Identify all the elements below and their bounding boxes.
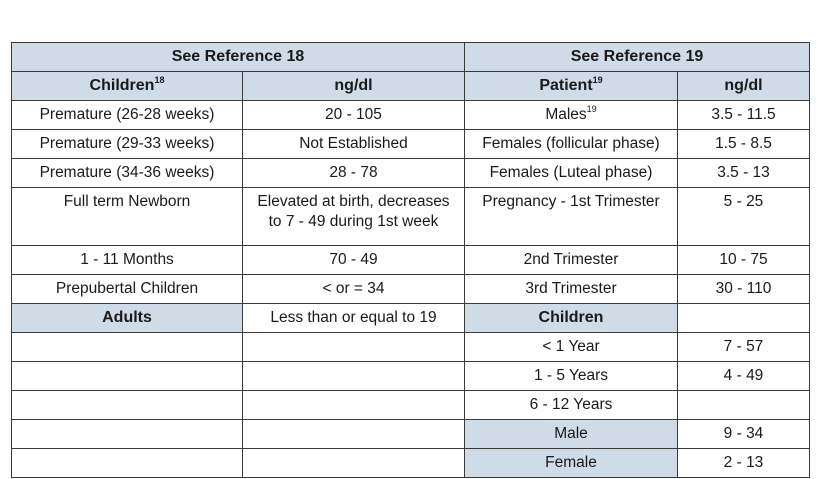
table-row: Adults Less than or equal to 19 Children (11, 303, 810, 333)
ref18-value-cell: 28 - 78 (242, 158, 465, 188)
children-column-header: Children18 (11, 71, 243, 101)
empty-cell (242, 390, 465, 420)
patient-column-header: Patient19 (464, 71, 678, 101)
ref19-value-cell: 3.5 - 13 (677, 158, 810, 188)
ref18-unit-header: ng/dl (242, 71, 465, 101)
table-row: < 1 Year 7 - 57 (11, 332, 810, 362)
ref19-label-cell: 2nd Trimester (464, 245, 678, 275)
children-header-label: Children (89, 77, 155, 94)
ref19-value-cell: 9 - 34 (677, 419, 810, 449)
ref18-value-cell: 20 - 105 (242, 100, 465, 130)
newborn-value-line-1: Elevated at birth, decreases (257, 193, 450, 210)
table-row: Female 2 - 13 (11, 448, 810, 478)
ref19-value-cell: 2 - 13 (677, 448, 810, 478)
ref19-value-cell (677, 303, 810, 333)
ref19-unit-header: ng/dl (677, 71, 810, 101)
empty-cell (11, 332, 243, 362)
reference-ranges-table: See Reference 18 See Reference 19 Childr… (11, 42, 810, 478)
empty-cell (242, 419, 465, 449)
ref18-value-cell: Less than or equal to 19 (242, 303, 465, 333)
ref18-label-cell: 1 - 11 Months (11, 245, 243, 275)
table-row: Full term Newborn Elevated at birth, dec… (11, 187, 810, 246)
empty-cell (242, 332, 465, 362)
empty-cell (11, 419, 243, 449)
ref19-value-cell: 30 - 110 (677, 274, 810, 304)
ref18-label-cell: Premature (26-28 weeks) (11, 100, 243, 130)
empty-cell (242, 448, 465, 478)
males-footnote: 19 (586, 103, 597, 114)
ref19-value-cell: 3.5 - 11.5 (677, 100, 810, 130)
ref19-value-cell (677, 390, 810, 420)
empty-cell (242, 361, 465, 391)
ref18-label-cell: Prepubertal Children (11, 274, 243, 304)
ref19-value-cell: 10 - 75 (677, 245, 810, 275)
ref19-label-cell: Males19 (464, 100, 678, 130)
ref18-label-cell: Full term Newborn (11, 187, 243, 246)
table-row: 1 - 5 Years 4 - 49 (11, 361, 810, 391)
reference-table-container: See Reference 18 See Reference 19 Childr… (11, 42, 810, 478)
patient-header-footnote: 19 (592, 74, 603, 85)
ref19-label-cell: Females (follicular phase) (464, 129, 678, 159)
ref18-label-cell: Premature (29-33 weeks) (11, 129, 243, 159)
ref19-label-cell: 1 - 5 Years (464, 361, 678, 391)
ref18-value-cell: Elevated at birth, decreases to 7 - 49 du… (242, 187, 465, 246)
ref19-label-cell: Male (464, 419, 678, 449)
ref19-label-cell: 3rd Trimester (464, 274, 678, 304)
ref19-value-cell: 4 - 49 (677, 361, 810, 391)
ref18-value-cell: 70 - 49 (242, 245, 465, 275)
ref19-label-cell: Pregnancy - 1st Trimester (464, 187, 678, 246)
patient-header-label: Patient (539, 77, 593, 94)
column-header-row: Children18 ng/dl Patient19 ng/dl (11, 71, 810, 101)
ref19-label-cell: Female (464, 448, 678, 478)
ref19-label-cell: 6 - 12 Years (464, 390, 678, 420)
ref19-value-cell: 1.5 - 8.5 (677, 129, 810, 159)
empty-cell (11, 448, 243, 478)
table-title-row: See Reference 18 See Reference 19 (11, 42, 810, 72)
table-row: Premature (26-28 weeks) 20 - 105 Males19… (11, 100, 810, 130)
males-label: Males (545, 106, 587, 123)
empty-cell (11, 361, 243, 391)
children-header-footnote: 18 (154, 74, 165, 85)
table-row: Premature (34-36 weeks) 28 - 78 Females … (11, 158, 810, 188)
ref19-label-cell: < 1 Year (464, 332, 678, 362)
empty-cell (11, 390, 243, 420)
table-row: 6 - 12 Years (11, 390, 810, 420)
reference-18-title: See Reference 18 (11, 42, 465, 72)
ref18-value-cell: < or = 34 (242, 274, 465, 304)
ref19-value-cell: 7 - 57 (677, 332, 810, 362)
newborn-value-line-2: to 7 - 49 during 1st week (268, 213, 439, 230)
table-row: Male 9 - 34 (11, 419, 810, 449)
adults-subheader: Adults (11, 303, 243, 333)
ref19-value-cell: 5 - 25 (677, 187, 810, 246)
children-subheader: Children (464, 303, 678, 333)
ref19-label-cell: Females (Luteal phase) (464, 158, 678, 188)
ref18-label-cell: Premature (34-36 weeks) (11, 158, 243, 188)
table-row: Prepubertal Children < or = 34 3rd Trime… (11, 274, 810, 304)
table-row: Premature (29-33 weeks) Not Established … (11, 129, 810, 159)
table-row: 1 - 11 Months 70 - 49 2nd Trimester 10 -… (11, 245, 810, 275)
reference-19-title: See Reference 19 (464, 42, 810, 72)
ref18-value-cell: Not Established (242, 129, 465, 159)
